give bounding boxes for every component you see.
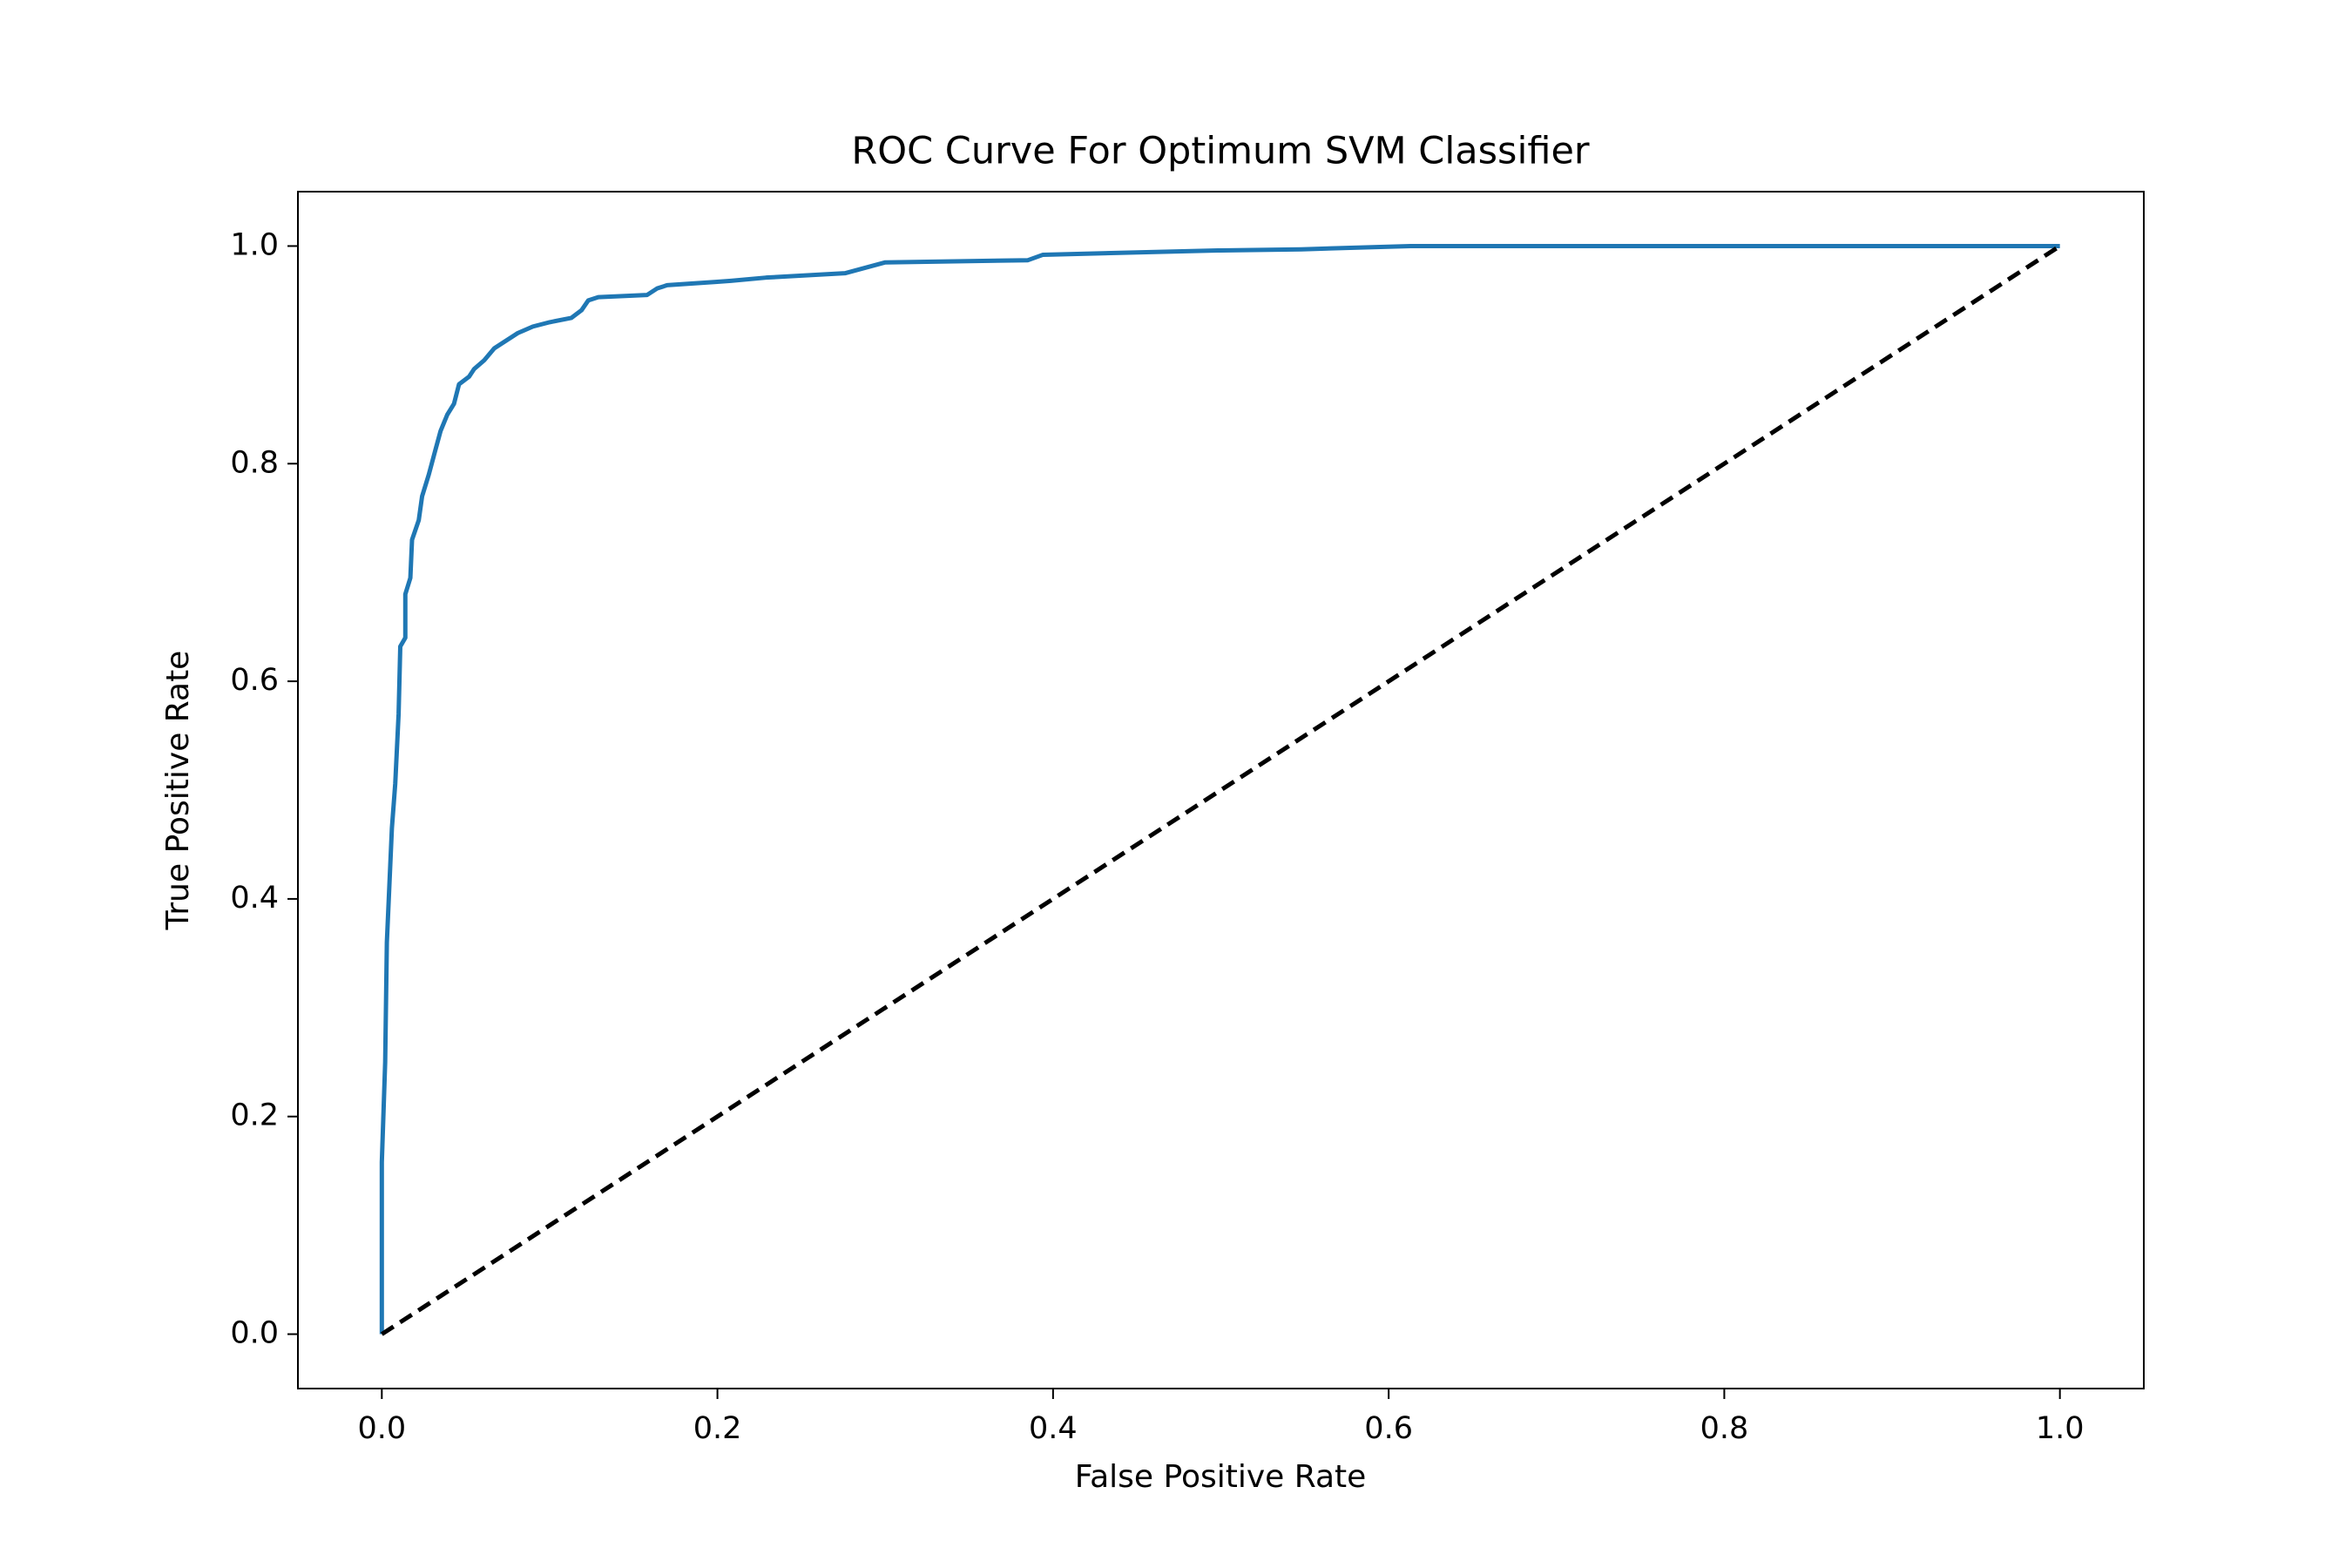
x-tick-label: 0.4 [1029,1411,1078,1446]
chart-title: ROC Curve For Optimum SVM Classifier [851,130,1590,173]
series-line [380,244,2062,1336]
y-tick-label: 0.8 [230,445,279,480]
y-axis-label: True Positive Rate [160,651,196,931]
y-tick-label: 0.4 [230,881,279,916]
series-line [379,243,2060,1335]
x-tick-label: 0.2 [693,1411,742,1446]
x-tick-label: 1.0 [2036,1411,2085,1446]
x-tick-label: 0.6 [1364,1411,1413,1446]
y-tick-label: 0.0 [230,1316,279,1351]
y-tick-label: 0.2 [230,1098,279,1133]
plot-frame [297,191,2145,1389]
x-tick-label: 0.8 [1700,1411,1749,1446]
y-tick-label: 1.0 [230,227,279,262]
x-axis-label: False Positive Rate [1075,1459,1367,1495]
x-tick-label: 0.0 [357,1411,406,1446]
y-tick-label: 0.6 [230,663,279,698]
